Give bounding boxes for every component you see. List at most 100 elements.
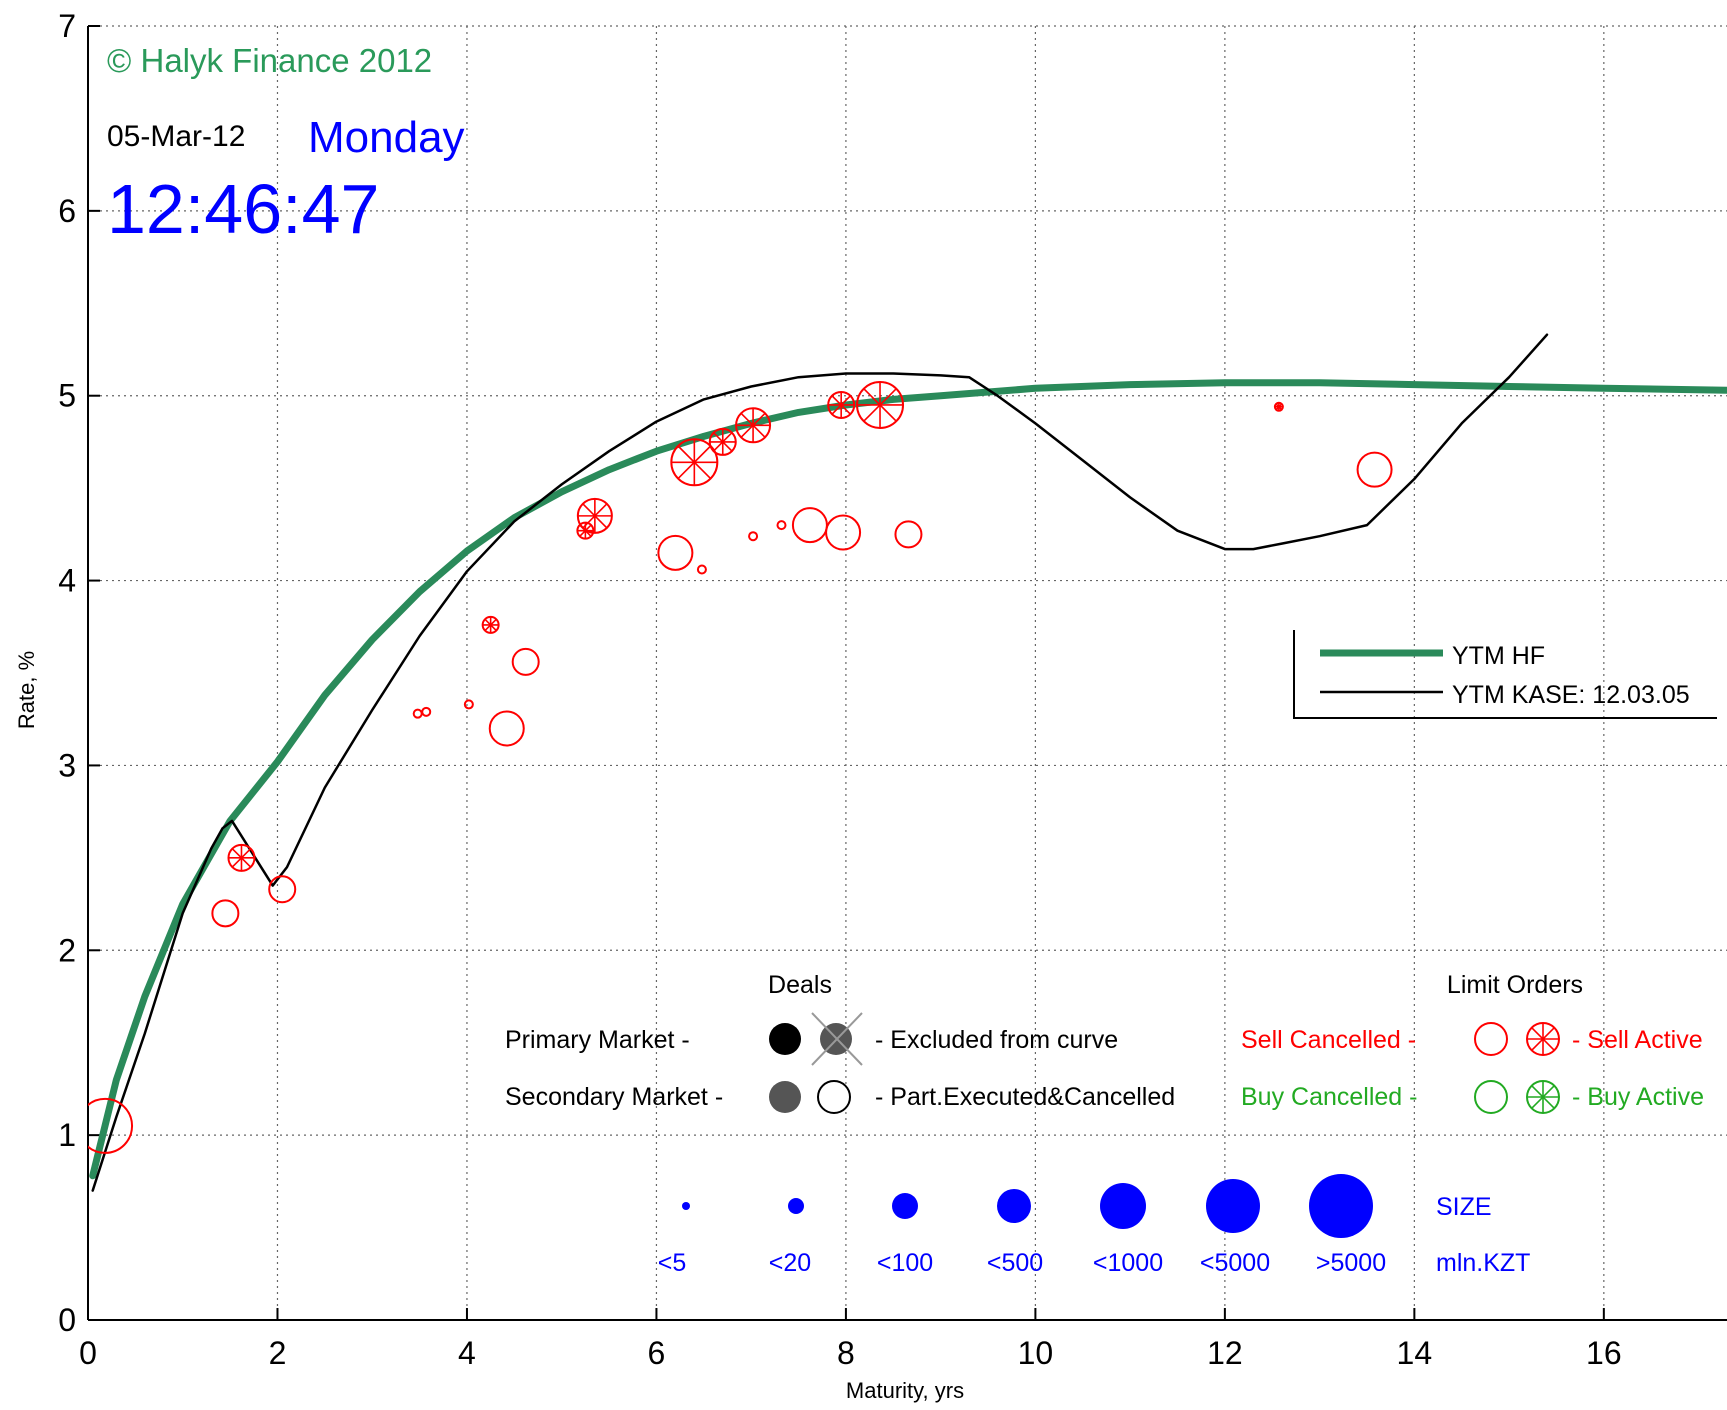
order-spoke [231, 848, 252, 868]
size-unit: mln.KZT [1436, 1249, 1530, 1277]
secondary-market-label: Secondary Market - [505, 1083, 723, 1111]
sell-cancelled-label: Sell Cancelled - [1241, 1026, 1416, 1054]
order-marker-9 [488, 710, 525, 747]
order-marker-2 [211, 899, 240, 928]
series-line-ytm-hf [89, 379, 1727, 1180]
size-dot-6 [1206, 1179, 1260, 1233]
secondary-deal-marker [769, 1081, 801, 1113]
order-circle [776, 520, 787, 531]
size-label-7: >5000 [1316, 1249, 1386, 1277]
excluded-cross-b [811, 1012, 863, 1066]
x-tick-label-6: 6 [648, 1335, 666, 1371]
limit-orders-title: Limit Orders [1447, 971, 1583, 999]
weekday-text: Monday [308, 113, 465, 162]
size-dot-7 [1309, 1174, 1373, 1238]
x-tick-label-12: 12 [1207, 1335, 1243, 1371]
size-dot-5 [1100, 1183, 1146, 1229]
order-marker-4 [268, 875, 297, 904]
order-marker-8 [481, 615, 500, 634]
order-spoke [712, 432, 733, 452]
x-tick-label-8: 8 [837, 1335, 855, 1371]
order-marker-22 [827, 390, 856, 419]
marker-key: Deals Limit Orders Primary Market - - Ex… [505, 971, 1704, 1114]
size-key: SIZE <5 <20 <100 <500 <1000 <5000 >5000 … [658, 1174, 1530, 1277]
order-marker-6 [421, 706, 432, 717]
order-marker-23 [856, 380, 905, 429]
legend-frame [1293, 630, 1717, 719]
order-marker-14 [696, 564, 707, 575]
order-marker-16 [708, 427, 737, 456]
order-circle [696, 564, 707, 575]
order-spoke [863, 388, 897, 422]
y-tick-label-3: 3 [58, 747, 76, 783]
size-dot-2 [788, 1198, 804, 1214]
part-executed-label: - Part.Executed&Cancelled [875, 1083, 1175, 1111]
order-marker-13 [657, 534, 694, 571]
order-circle [825, 514, 862, 551]
date-text: 05-Mar-12 [107, 120, 245, 153]
x-tick-label-14: 14 [1397, 1335, 1433, 1371]
y-tick-label-5: 5 [58, 378, 76, 414]
buy-active-marker [1526, 1080, 1560, 1114]
size-dot-4 [997, 1189, 1031, 1223]
order-circle [657, 534, 694, 571]
order-marker-7 [463, 699, 474, 710]
sell-active-marker [1526, 1022, 1560, 1056]
y-tick-label-7: 7 [58, 8, 76, 44]
order-marker-20 [791, 507, 828, 544]
y-tick-label-6: 6 [58, 193, 76, 229]
order-spoke [484, 618, 497, 632]
y-axis-label: Rate, % [14, 651, 39, 729]
order-spoke [677, 445, 712, 480]
order-circle [1356, 451, 1393, 488]
order-circle [421, 706, 432, 717]
deals-title: Deals [768, 971, 832, 999]
order-spoke [1275, 403, 1283, 411]
curve-lines [89, 333, 1727, 1192]
x-axis-label: Maturity, yrs [846, 1378, 964, 1403]
y-tick-label-4: 4 [58, 563, 76, 599]
order-markers [88, 380, 1393, 1154]
excluded-label: - Excluded from curve [875, 1026, 1118, 1054]
order-marker-25 [1273, 401, 1284, 412]
order-marker-24 [894, 520, 923, 549]
x-tick-label-2: 2 [269, 1335, 287, 1371]
order-circle [748, 531, 759, 542]
size-label-4: <500 [987, 1249, 1043, 1277]
order-marker-21 [825, 514, 862, 551]
size-label-3: <100 [877, 1249, 933, 1277]
x-tick-label-4: 4 [458, 1335, 476, 1371]
size-dot-1 [682, 1202, 690, 1210]
series-line-ytm-kase [91, 333, 1549, 1192]
size-label-6: <5000 [1200, 1249, 1270, 1277]
order-marker-10 [511, 647, 540, 676]
order-spoke [1531, 1027, 1555, 1051]
primary-deal-marker [769, 1023, 801, 1055]
order-circle [463, 699, 474, 710]
order-marker-5 [412, 708, 423, 719]
buy-cancelled-label: Buy Cancelled - [1241, 1083, 1417, 1111]
order-spoke [1531, 1085, 1555, 1109]
legend-label-ytm-hf: YTM HF [1452, 642, 1545, 670]
order-spoke [831, 395, 851, 415]
order-circle [488, 710, 525, 747]
y-tick-label-2: 2 [58, 932, 76, 968]
x-tick-label-0: 0 [79, 1335, 97, 1371]
order-marker-18 [748, 531, 759, 542]
y-tick-label-1: 1 [58, 1117, 76, 1153]
size-title: SIZE [1436, 1193, 1492, 1221]
order-circle [211, 899, 240, 928]
size-dot-3 [892, 1193, 918, 1219]
order-circle [88, 1097, 134, 1154]
primary-market-label: Primary Market - [505, 1026, 690, 1054]
order-spoke [740, 412, 766, 438]
order-marker-26 [1356, 451, 1393, 488]
part-executed-marker [817, 1080, 851, 1114]
order-circle [894, 520, 923, 549]
size-label-1: <5 [658, 1249, 687, 1277]
buy-active-label: - Buy Active [1572, 1083, 1704, 1111]
order-circle [511, 647, 540, 676]
size-label-5: <1000 [1093, 1249, 1163, 1277]
order-marker-17 [735, 407, 772, 444]
